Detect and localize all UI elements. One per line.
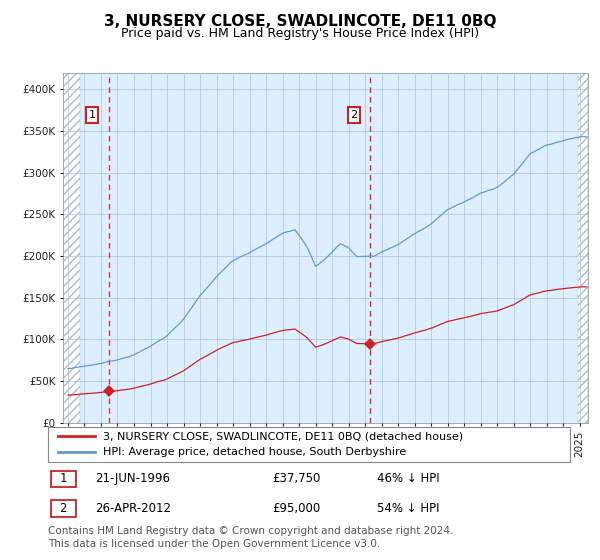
FancyBboxPatch shape: [50, 470, 76, 487]
Text: 21-JUN-1996: 21-JUN-1996: [95, 473, 170, 486]
Text: 3, NURSERY CLOSE, SWADLINCOTE, DE11 0BQ (detached house): 3, NURSERY CLOSE, SWADLINCOTE, DE11 0BQ …: [103, 431, 463, 441]
Text: Contains HM Land Registry data © Crown copyright and database right 2024.: Contains HM Land Registry data © Crown c…: [48, 526, 454, 536]
Text: 2: 2: [59, 502, 67, 515]
Text: 3, NURSERY CLOSE, SWADLINCOTE, DE11 0BQ: 3, NURSERY CLOSE, SWADLINCOTE, DE11 0BQ: [104, 14, 496, 29]
Text: 54% ↓ HPI: 54% ↓ HPI: [377, 502, 439, 515]
Text: 1: 1: [89, 110, 95, 120]
Text: This data is licensed under the Open Government Licence v3.0.: This data is licensed under the Open Gov…: [48, 539, 380, 549]
Text: 1: 1: [59, 473, 67, 486]
Bar: [578, 73, 588, 423]
Text: £37,750: £37,750: [272, 473, 321, 486]
Bar: [63, 73, 80, 423]
Text: 2: 2: [350, 110, 358, 120]
Text: £95,000: £95,000: [272, 502, 321, 515]
FancyBboxPatch shape: [48, 427, 570, 462]
Text: 26-APR-2012: 26-APR-2012: [95, 502, 171, 515]
FancyBboxPatch shape: [50, 500, 76, 516]
Text: 46% ↓ HPI: 46% ↓ HPI: [377, 473, 439, 486]
Text: Price paid vs. HM Land Registry's House Price Index (HPI): Price paid vs. HM Land Registry's House …: [121, 27, 479, 40]
Text: HPI: Average price, detached house, South Derbyshire: HPI: Average price, detached house, Sout…: [103, 447, 406, 458]
